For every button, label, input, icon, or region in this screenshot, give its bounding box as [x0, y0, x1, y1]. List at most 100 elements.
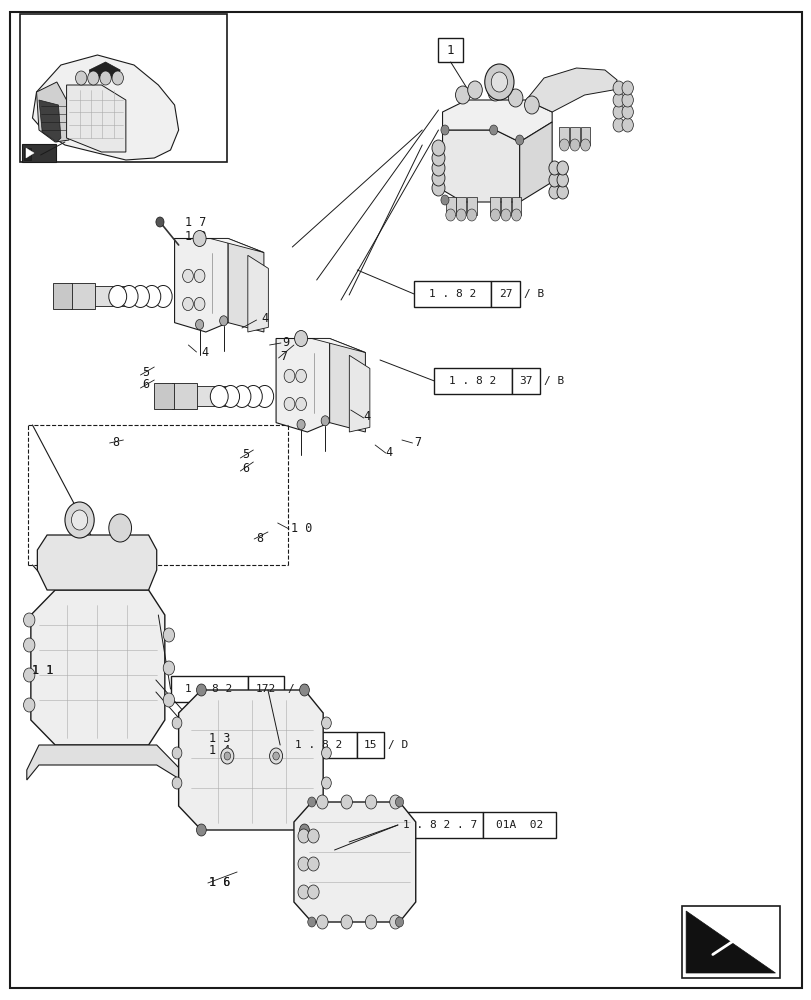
- Circle shape: [316, 795, 328, 809]
- Circle shape: [100, 71, 111, 85]
- Circle shape: [272, 752, 279, 760]
- Circle shape: [431, 160, 444, 176]
- Circle shape: [307, 917, 315, 927]
- Text: 4: 4: [385, 446, 393, 458]
- Circle shape: [365, 795, 376, 809]
- Circle shape: [284, 369, 294, 382]
- Circle shape: [112, 71, 123, 85]
- Bar: [195, 386, 229, 406]
- Circle shape: [307, 829, 319, 843]
- Circle shape: [321, 747, 331, 759]
- Circle shape: [489, 125, 497, 135]
- Circle shape: [193, 230, 206, 246]
- Circle shape: [172, 777, 182, 789]
- Bar: [438, 38, 462, 62]
- Circle shape: [172, 747, 182, 759]
- Bar: [22, 144, 56, 162]
- Circle shape: [295, 397, 306, 411]
- Text: 1 1: 1 1: [32, 664, 54, 676]
- Circle shape: [511, 209, 521, 221]
- Circle shape: [487, 83, 502, 101]
- Circle shape: [24, 613, 35, 627]
- Circle shape: [194, 297, 204, 311]
- Bar: [414, 281, 491, 307]
- Bar: [466, 197, 476, 215]
- Text: 7: 7: [280, 351, 287, 363]
- Circle shape: [431, 140, 444, 156]
- Text: 8: 8: [255, 532, 263, 544]
- Circle shape: [515, 135, 523, 145]
- Circle shape: [621, 105, 633, 119]
- Circle shape: [297, 420, 305, 430]
- Text: 1 1: 1 1: [32, 664, 54, 676]
- Text: 1 7: 1 7: [185, 216, 206, 229]
- Circle shape: [389, 915, 401, 929]
- Circle shape: [255, 385, 273, 407]
- Text: / C: / C: [288, 684, 308, 694]
- Circle shape: [219, 316, 227, 326]
- Circle shape: [431, 170, 444, 186]
- Circle shape: [341, 795, 352, 809]
- Bar: [20, 14, 227, 162]
- Polygon shape: [526, 68, 616, 112]
- Circle shape: [556, 161, 568, 175]
- Text: 6: 6: [242, 462, 249, 475]
- Circle shape: [456, 209, 466, 221]
- Polygon shape: [174, 238, 228, 332]
- Circle shape: [244, 385, 262, 407]
- Circle shape: [612, 81, 624, 95]
- Circle shape: [621, 93, 633, 107]
- Polygon shape: [442, 130, 519, 202]
- Polygon shape: [442, 100, 551, 142]
- Polygon shape: [32, 55, 178, 160]
- Bar: [434, 368, 511, 394]
- Circle shape: [295, 369, 306, 382]
- Circle shape: [163, 661, 174, 675]
- Polygon shape: [67, 85, 126, 152]
- Circle shape: [440, 195, 448, 205]
- Circle shape: [195, 320, 204, 330]
- Circle shape: [548, 185, 560, 199]
- Circle shape: [524, 96, 539, 114]
- Circle shape: [172, 717, 182, 729]
- Circle shape: [341, 915, 352, 929]
- Text: 1 6: 1 6: [209, 876, 230, 888]
- Circle shape: [621, 118, 633, 132]
- Bar: [511, 197, 521, 215]
- Circle shape: [210, 385, 228, 407]
- Text: / D: / D: [388, 740, 408, 750]
- Circle shape: [559, 139, 569, 151]
- Polygon shape: [247, 255, 268, 332]
- Circle shape: [431, 150, 444, 166]
- Text: / B: / B: [523, 289, 543, 299]
- Circle shape: [556, 173, 568, 187]
- Bar: [247, 676, 284, 702]
- Polygon shape: [228, 238, 264, 332]
- Text: 15: 15: [363, 740, 377, 750]
- Text: 1 0: 1 0: [290, 522, 311, 534]
- Text: 5: 5: [142, 365, 149, 378]
- Circle shape: [320, 416, 329, 426]
- Circle shape: [395, 797, 403, 807]
- Circle shape: [71, 510, 88, 530]
- Circle shape: [365, 915, 376, 929]
- Text: / B: / B: [543, 376, 564, 386]
- Text: 1 . 8 2: 1 . 8 2: [448, 376, 496, 386]
- Polygon shape: [178, 690, 323, 830]
- Text: 27: 27: [498, 289, 512, 299]
- Bar: [500, 197, 510, 215]
- Circle shape: [24, 668, 35, 682]
- Text: 4: 4: [201, 347, 208, 360]
- Bar: [456, 197, 466, 215]
- Circle shape: [548, 161, 560, 175]
- Circle shape: [294, 330, 307, 347]
- Bar: [397, 812, 483, 838]
- Bar: [280, 732, 357, 758]
- Bar: [154, 383, 174, 409]
- Bar: [511, 368, 539, 394]
- Text: 172: 172: [255, 684, 276, 694]
- Bar: [71, 283, 95, 309]
- Circle shape: [65, 502, 94, 538]
- Circle shape: [445, 209, 455, 221]
- Circle shape: [269, 748, 282, 764]
